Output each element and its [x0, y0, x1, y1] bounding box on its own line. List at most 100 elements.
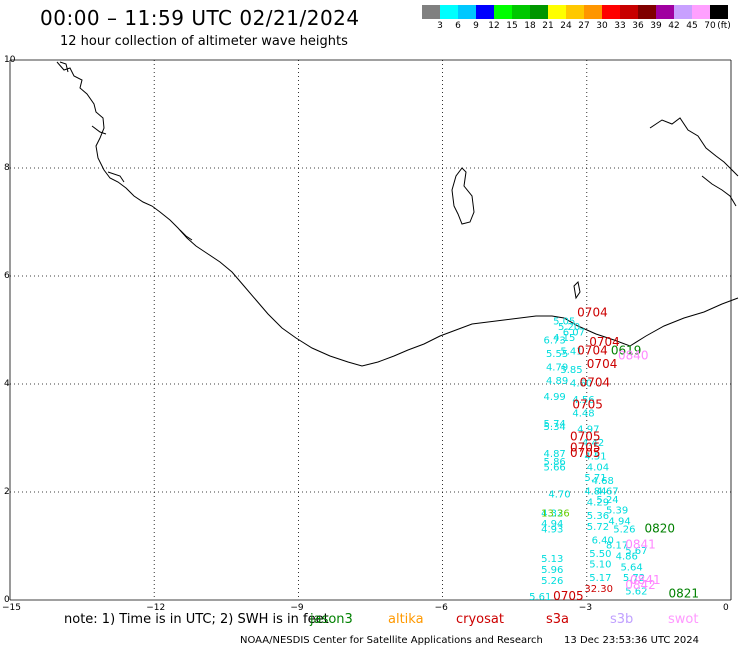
- wave-height-value: 6.07: [563, 327, 585, 338]
- scale-swatch: [674, 5, 692, 19]
- legend-altika: altika: [388, 612, 424, 627]
- y-tick-label: 4: [4, 379, 10, 389]
- pass-time-label: 0842: [625, 578, 656, 592]
- legend-s3a: s3a: [546, 612, 570, 627]
- scale-swatch: [620, 5, 638, 19]
- northeast-coast: [649, 117, 739, 177]
- scale-label: 3: [437, 21, 443, 31]
- wave-height-value: 5.34: [544, 422, 566, 433]
- page-subtitle: 12 hour collection of altimeter wave hei…: [60, 34, 348, 49]
- pass-time-label: 0704: [587, 357, 618, 371]
- scale-swatch: [530, 5, 548, 19]
- wave-height-value: 4.67: [596, 487, 618, 498]
- scale-swatch: [476, 5, 494, 19]
- legend-swot: swot: [668, 612, 699, 627]
- scale-label: 24: [560, 21, 572, 31]
- scale-swatch: [548, 5, 566, 19]
- wave-height-value: 4.94: [608, 516, 630, 527]
- scale-label: 30: [596, 21, 608, 31]
- scale-label: 9: [473, 21, 479, 31]
- scale-label: 36: [632, 21, 644, 31]
- x-tick-label: −12: [146, 603, 166, 613]
- y-tick-label: 6: [4, 271, 10, 281]
- coastline: [56, 61, 739, 367]
- wave-height-value: 5.74: [544, 419, 566, 430]
- wave-height-value: 5.71: [584, 473, 606, 484]
- wave-height-value: 4.97: [577, 425, 599, 436]
- wave-height-value: 5.72: [587, 522, 609, 533]
- scale-label: 21: [542, 21, 554, 31]
- wave-height-value: 6.73: [544, 336, 566, 347]
- coast-detail-1: [59, 61, 69, 73]
- pass-time-label: 0704: [589, 335, 620, 349]
- scale-swatch: [584, 5, 602, 19]
- pass-time-label: 0704: [577, 306, 608, 320]
- scale-swatch: [422, 5, 440, 19]
- scale-swatch: [692, 5, 710, 19]
- y-tick-label: 0: [4, 595, 10, 605]
- wave-height-value: 5.10: [589, 560, 611, 571]
- wave-height-value: 4.48: [572, 408, 594, 419]
- wave-height-value: 4.32: [541, 508, 563, 519]
- x-tick-label: −3: [578, 603, 593, 613]
- scale-unit: (ft): [717, 21, 731, 31]
- scale-swatch: [656, 5, 674, 19]
- scale-swatch: [440, 5, 458, 19]
- wave-height-value: 5.72: [623, 573, 645, 584]
- wave-height-value: 4.84: [584, 487, 606, 498]
- y-tick-label: 10: [4, 55, 16, 65]
- wave-height-value: 4.86: [616, 552, 638, 563]
- pass-time-label: 0841: [630, 573, 661, 587]
- scale-swatch: [710, 5, 728, 19]
- scale-swatch: [458, 5, 476, 19]
- wave-height-value: 5.39: [606, 506, 628, 517]
- x-tick-label: −6: [434, 603, 448, 613]
- scale-label: 70: [704, 21, 716, 31]
- pass-time-label: 0705: [572, 397, 603, 411]
- scale-label: 6: [455, 21, 461, 31]
- northeast-coast-inner: [701, 175, 737, 207]
- coast-detail-3: [107, 171, 125, 183]
- scale-swatch: [494, 5, 512, 19]
- x-tick-label: 0: [723, 603, 729, 613]
- wave-height-value: 4.51: [584, 452, 606, 463]
- pass-time-label: 0705: [570, 441, 601, 455]
- wave-height-value: 4.99: [544, 392, 566, 403]
- wave-height-value: 4.70: [548, 489, 570, 500]
- scale-swatch: [566, 5, 584, 19]
- footer-timestamp: 13 Dec 23:53:36 UTC 2024: [564, 635, 700, 646]
- wave-height-value: 5.26: [541, 576, 563, 587]
- pass-time-label: 0619: [611, 343, 642, 357]
- pass-time-label: 0821: [669, 586, 700, 600]
- note-text: note: 1) Time is in UTC; 2) SWH is in fe…: [64, 612, 329, 627]
- scale-label: 15: [506, 21, 518, 31]
- wave-height-value: 4.15: [553, 333, 575, 344]
- wave-height-value: 4.42: [582, 438, 604, 449]
- legend-cryosat: cryosat: [456, 612, 504, 627]
- wave-height-value: 5.20: [558, 322, 580, 333]
- y-tick-label: 8: [4, 163, 10, 173]
- wave-height-value: 5.05: [553, 317, 575, 328]
- wave-height-value: 4.87: [544, 449, 566, 460]
- legend-s3b: s3b: [610, 612, 634, 627]
- pass-time-label: 0704: [580, 376, 611, 390]
- y-tick-label: 2: [4, 487, 10, 497]
- wave-height-value: 13.36: [541, 508, 570, 519]
- wave-height-value: 4.04: [587, 462, 609, 473]
- x-tick-label: −9: [290, 603, 304, 613]
- coast-detail-2: [91, 125, 107, 135]
- coast-detail-4: [179, 229, 193, 241]
- pass-time-label: 0704: [577, 343, 608, 357]
- wave-height-value: 5.41: [560, 346, 582, 357]
- wave-height-value: 4.89: [546, 376, 568, 387]
- wave-height-value: 32.30: [584, 584, 613, 595]
- wave-height-value: 5.13: [541, 554, 563, 565]
- color-scale: [422, 5, 728, 19]
- wave-height-value: 6.40: [592, 535, 614, 546]
- footer-credit: NOAA/NESDIS Center for Satellite Applica…: [240, 635, 543, 646]
- scale-label: 18: [524, 21, 536, 31]
- wave-height-value: 4.79: [546, 363, 568, 374]
- scale-swatch: [512, 5, 530, 19]
- wave-height-value: 4.29: [587, 498, 609, 509]
